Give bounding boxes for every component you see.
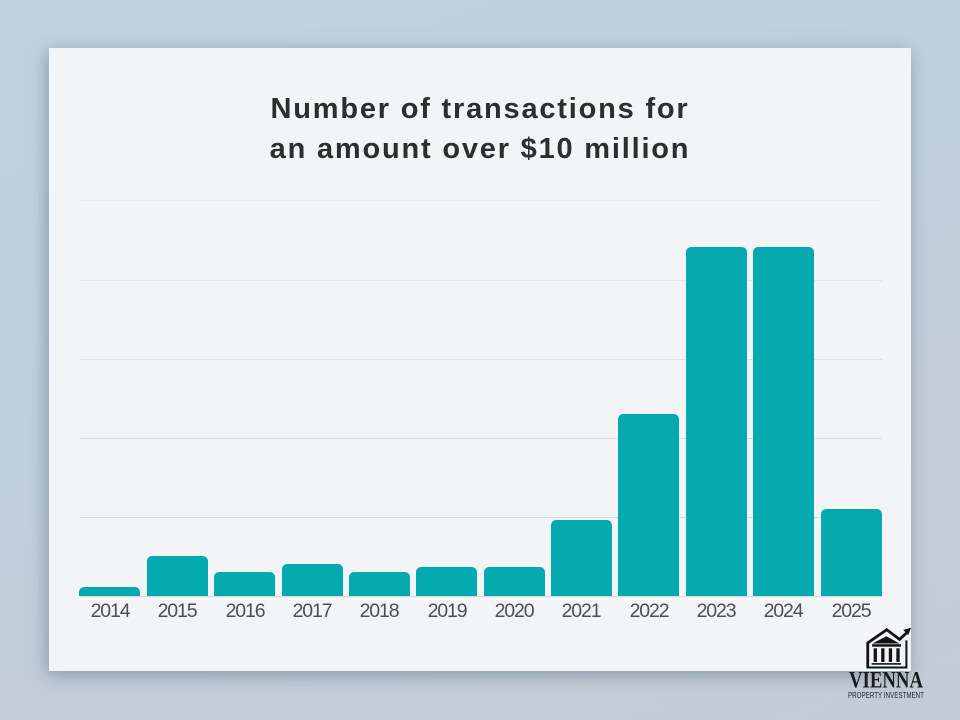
svg-text:VIENNA: VIENNA — [849, 668, 924, 693]
svg-text:PROPERTY INVESTMENT: PROPERTY INVESTMENT — [848, 690, 925, 700]
